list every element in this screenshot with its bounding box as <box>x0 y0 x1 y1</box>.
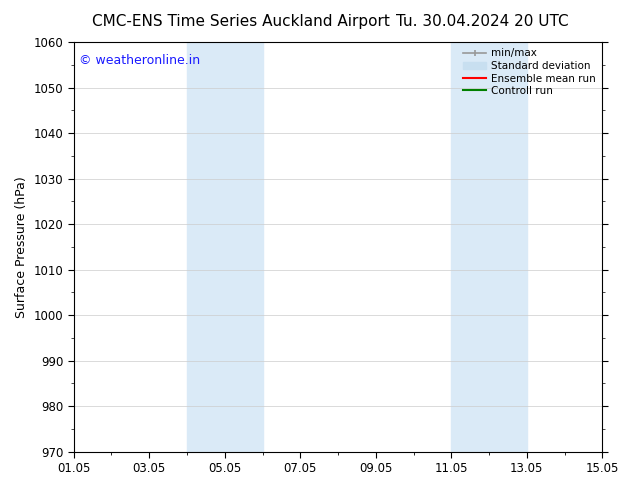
Bar <box>451 42 527 452</box>
Text: CMC-ENS Time Series Auckland Airport: CMC-ENS Time Series Auckland Airport <box>92 14 390 29</box>
Legend: min/max, Standard deviation, Ensemble mean run, Controll run: min/max, Standard deviation, Ensemble me… <box>459 44 600 100</box>
Y-axis label: Surface Pressure (hPa): Surface Pressure (hPa) <box>15 176 28 318</box>
Bar <box>187 42 262 452</box>
Text: Tu. 30.04.2024 20 UTC: Tu. 30.04.2024 20 UTC <box>396 14 568 29</box>
Text: © weatheronline.in: © weatheronline.in <box>79 54 200 67</box>
